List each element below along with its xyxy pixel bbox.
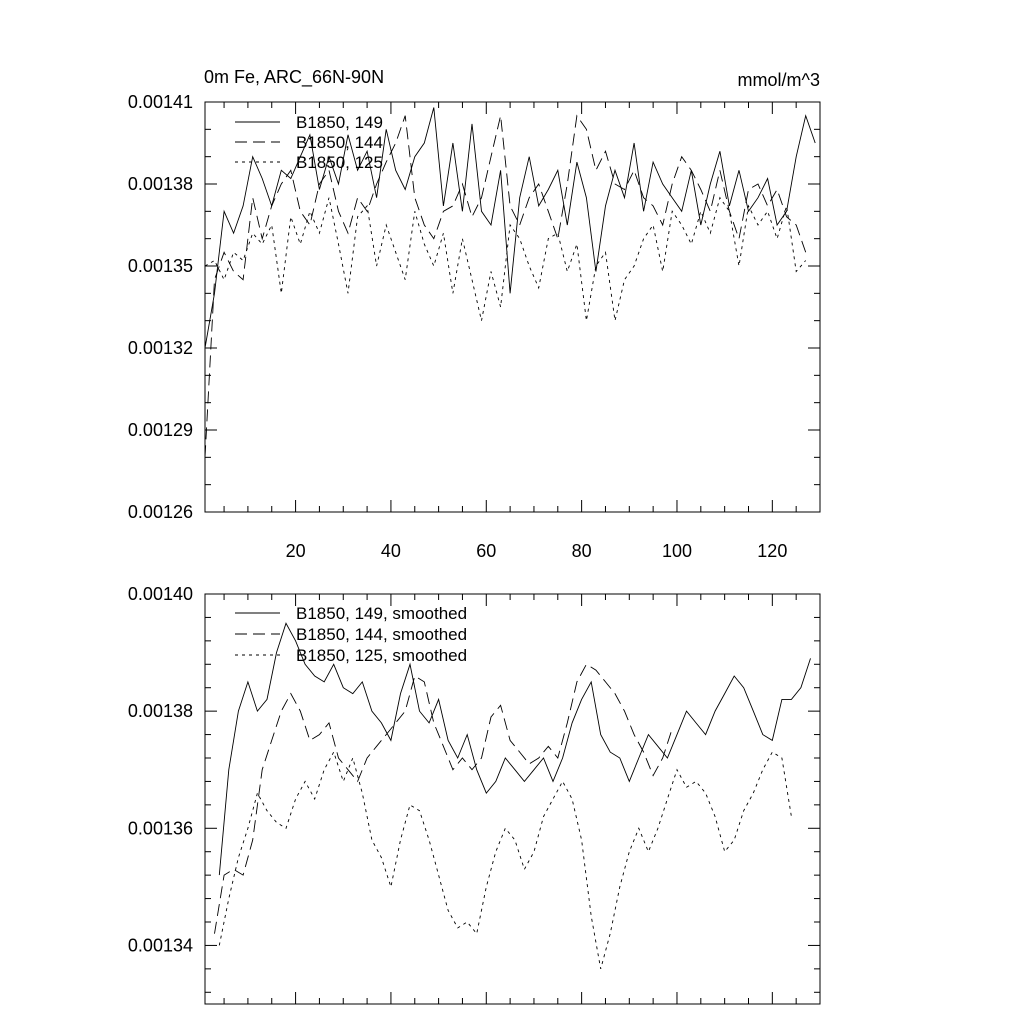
top-legend-label-1: B1850, 149	[296, 113, 383, 132]
bottom-y-tick-labels: 0.00134 0.00136 0.00138 0.00140	[128, 584, 193, 955]
bottom-legend-label-2: B1850, 144, smoothed	[296, 625, 467, 644]
bottom-y-tick-label: 0.00136	[128, 818, 193, 838]
top-x-tick-label: 120	[757, 541, 787, 561]
top-x-tick-label: 20	[286, 541, 306, 561]
top-y-tick-labels: 0.00126 0.00129 0.00132 0.00135 0.00138 0.001…	[128, 92, 193, 522]
bottom-series-line-3	[218, 750, 792, 970]
top-series-line-3	[204, 196, 807, 321]
top-title-left: 0m Fe, ARC_66N-90N	[204, 67, 384, 88]
top-plot-frame	[204, 101, 821, 513]
top-y-tick-label: 0.00141	[128, 92, 193, 112]
bottom-series-line-1	[218, 622, 811, 876]
top-x-tick-label: 100	[662, 541, 692, 561]
bottom-y-tick-label: 0.00134	[128, 935, 193, 955]
top-panel: 0m Fe, ARC_66N-90N mmol/m^3 0.001260.001…	[128, 67, 821, 561]
top-y-tick-label: 0.00132	[128, 338, 193, 358]
top-y-tick-label: 0.00129	[128, 420, 193, 440]
bottom-y-tick-label: 0.00140	[128, 584, 193, 604]
top-series-line-2	[204, 114, 807, 458]
top-y-tick-label: 0.00126	[128, 502, 193, 522]
top-x-tick-labels: 20 40 60 80 100 120	[286, 541, 788, 561]
top-x-tick-label: 60	[476, 541, 496, 561]
top-ticks	[205, 101, 821, 513]
bottom-plot-frame	[204, 593, 821, 1005]
top-legend-label-2: B1850, 144	[296, 133, 383, 152]
top-y-tick-label: 0.00138	[128, 174, 193, 194]
bottom-legend: B1850, 149, smoothed B1850, 144, smoothed…	[235, 604, 467, 665]
bottom-legend-label-3: B1850, 125, smoothed	[296, 646, 467, 665]
bottom-legend-label-1: B1850, 149, smoothed	[296, 604, 467, 623]
bottom-y-tick-label: 0.00138	[128, 701, 193, 721]
top-y-tick-label: 0.00135	[128, 256, 193, 276]
top-series	[204, 107, 816, 458]
bottom-series	[214, 622, 811, 970]
bottom-panel: 0.00134 0.00136 0.00138 0.00140 B1850, 149,…	[128, 584, 821, 1005]
top-title-right: mmol/m^3	[738, 70, 820, 90]
top-legend-label-3: B1850, 125	[296, 153, 383, 172]
top-x-tick-label: 80	[572, 541, 592, 561]
top-series-line-1	[204, 107, 816, 349]
bottom-series-line-2	[214, 663, 673, 934]
bottom-ticks	[205, 593, 821, 1004]
top-x-tick-label: 40	[381, 541, 401, 561]
